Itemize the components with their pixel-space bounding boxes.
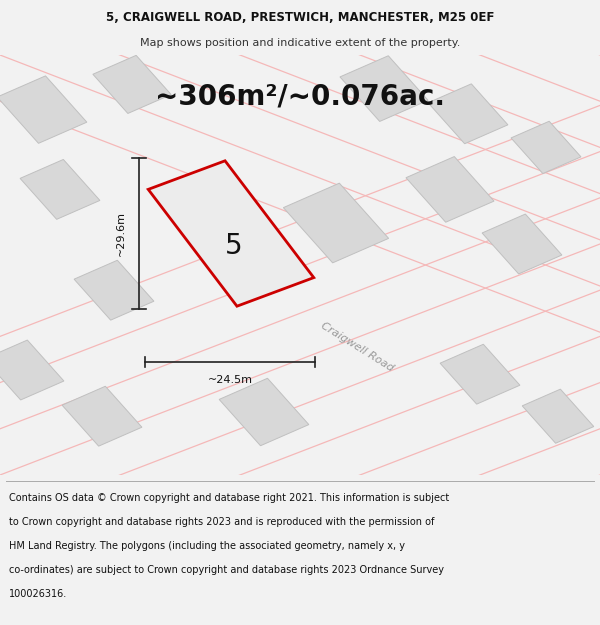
Text: HM Land Registry. The polygons (including the associated geometry, namely x, y: HM Land Registry. The polygons (includin… <box>9 541 405 551</box>
Polygon shape <box>482 214 562 274</box>
Text: Contains OS data © Crown copyright and database right 2021. This information is : Contains OS data © Crown copyright and d… <box>9 493 449 503</box>
Text: ~306m²/~0.076ac.: ~306m²/~0.076ac. <box>155 82 445 110</box>
Polygon shape <box>0 340 64 400</box>
Polygon shape <box>440 344 520 404</box>
Text: to Crown copyright and database rights 2023 and is reproduced with the permissio: to Crown copyright and database rights 2… <box>9 517 434 527</box>
Polygon shape <box>93 56 171 114</box>
Text: 100026316.: 100026316. <box>9 589 67 599</box>
Text: Craigwell Road: Craigwell Road <box>319 321 395 373</box>
Polygon shape <box>511 121 581 174</box>
Polygon shape <box>406 157 494 222</box>
Polygon shape <box>0 76 87 143</box>
Polygon shape <box>428 84 508 144</box>
Polygon shape <box>283 183 389 263</box>
Text: 5: 5 <box>225 232 243 260</box>
Text: ~29.6m: ~29.6m <box>116 211 126 256</box>
Polygon shape <box>340 56 428 121</box>
Text: Map shows position and indicative extent of the property.: Map shows position and indicative extent… <box>140 39 460 49</box>
Polygon shape <box>20 159 100 219</box>
Polygon shape <box>219 378 309 446</box>
Polygon shape <box>522 389 594 443</box>
Polygon shape <box>74 260 154 320</box>
Text: 5, CRAIGWELL ROAD, PRESTWICH, MANCHESTER, M25 0EF: 5, CRAIGWELL ROAD, PRESTWICH, MANCHESTER… <box>106 11 494 24</box>
Text: ~24.5m: ~24.5m <box>208 375 253 385</box>
Polygon shape <box>62 386 142 446</box>
Text: co-ordinates) are subject to Crown copyright and database rights 2023 Ordnance S: co-ordinates) are subject to Crown copyr… <box>9 565 444 575</box>
Polygon shape <box>148 161 314 306</box>
